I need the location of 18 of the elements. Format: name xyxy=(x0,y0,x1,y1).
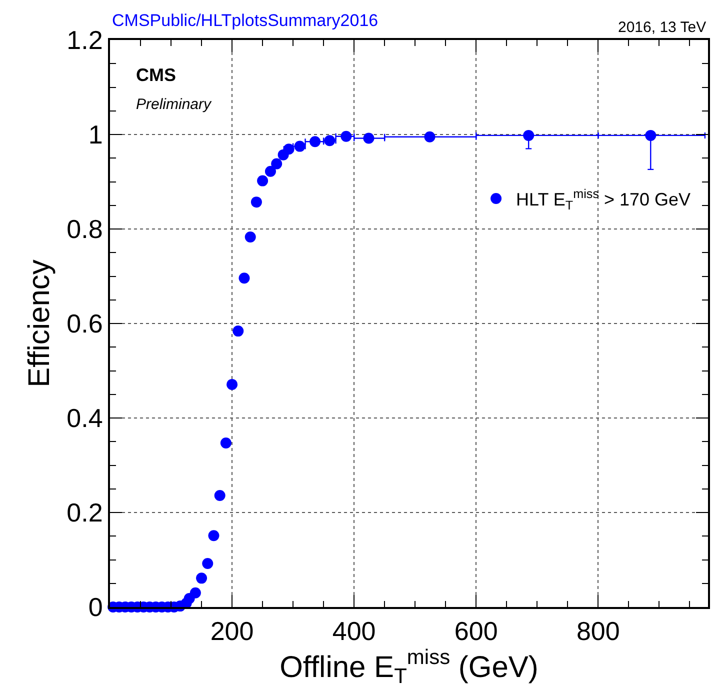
y-tick-label: 1 xyxy=(88,120,103,150)
legend-label: HLT E$_{T}$$^{miss}$ > 170 GeV xyxy=(516,186,691,212)
text: CMSPublic/HLTplotsSummary2016 xyxy=(112,11,378,30)
x-tick-label: 800 xyxy=(576,616,620,646)
annotation: CMS xyxy=(136,65,176,85)
text: 2016, 13 TeV xyxy=(618,19,706,36)
y-tick-label: 0.4 xyxy=(66,403,103,434)
y-tick-label: 0.8 xyxy=(66,214,103,244)
y-tick-label: 1.2 xyxy=(66,25,103,56)
x-tick-label: 400 xyxy=(332,616,376,646)
x-tick-label: 600 xyxy=(454,616,498,646)
annotation: Preliminary xyxy=(136,96,213,113)
x-tick-label: 200 xyxy=(210,616,254,646)
y-tick-label: 0.2 xyxy=(66,498,103,528)
x-axis-title: Offline E$_{T}$$^{miss}$ (GeV) xyxy=(280,646,538,688)
y-axis-title: Efficiency xyxy=(23,260,56,388)
y-tick-label: 0 xyxy=(88,592,103,622)
y-tick-label: 0.6 xyxy=(66,308,103,339)
